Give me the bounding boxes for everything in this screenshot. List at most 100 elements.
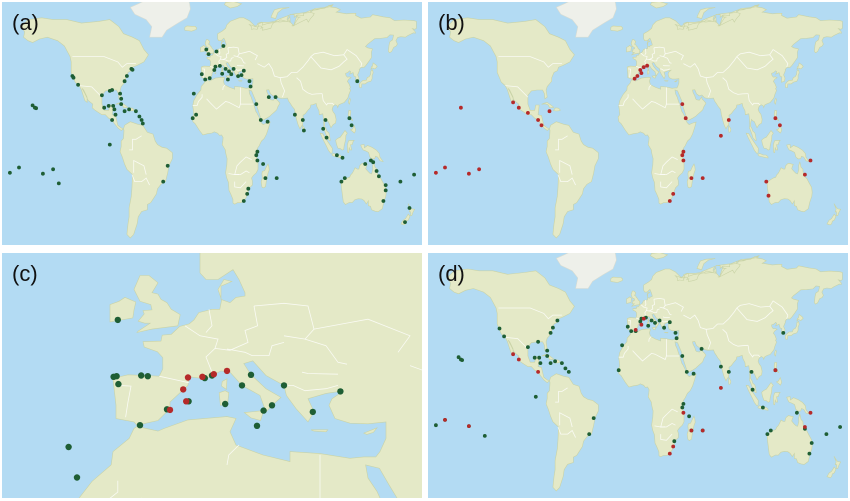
country-border <box>133 159 147 175</box>
landmass <box>119 121 173 239</box>
green-site-marker <box>111 104 116 108</box>
green-site-marker <box>497 326 502 331</box>
landmass <box>784 69 800 88</box>
landmass <box>784 321 800 340</box>
country-border <box>559 412 573 428</box>
greenland-ice <box>555 2 617 38</box>
landmass <box>545 373 599 492</box>
country-border <box>654 173 666 176</box>
green-site-marker <box>221 44 226 48</box>
red-site-marker <box>635 74 640 78</box>
landmass <box>260 163 270 189</box>
green-site-marker <box>140 121 145 126</box>
red-site-marker <box>719 386 723 390</box>
landmass <box>773 392 781 406</box>
green-site-marker <box>191 91 196 96</box>
landmass <box>774 97 777 105</box>
green-site-marker <box>76 82 80 87</box>
landmass <box>360 144 384 162</box>
landmass <box>630 39 641 56</box>
map-canvas-c <box>65 253 422 498</box>
green-site-marker <box>239 73 244 77</box>
green-site-marker <box>502 334 506 339</box>
green-site-marker <box>750 387 755 392</box>
green-site-marker <box>321 126 326 131</box>
landmass <box>349 124 356 134</box>
country-border <box>129 135 142 151</box>
green-site-marker <box>268 402 276 409</box>
green-site-marker <box>110 88 114 92</box>
country-border <box>555 387 568 403</box>
country-border <box>736 306 774 322</box>
green-site-marker <box>218 64 222 68</box>
green-site-marker <box>118 91 122 96</box>
country-border <box>644 299 647 307</box>
green-site-marker <box>204 47 209 52</box>
red-site-marker <box>667 199 672 203</box>
green-site-marker <box>125 74 129 78</box>
landmass <box>270 7 290 19</box>
green-site-marker <box>137 114 142 119</box>
landmass <box>243 410 265 421</box>
country-border <box>640 52 648 66</box>
country-border <box>660 181 673 189</box>
green-site-marker <box>51 167 55 172</box>
green-site-marker <box>324 135 329 140</box>
landmass <box>786 144 810 162</box>
green-site-marker <box>726 370 731 374</box>
green-site-marker <box>194 112 199 117</box>
green-site-marker <box>280 382 288 389</box>
landmass <box>686 163 696 189</box>
red-site-marker <box>681 149 686 154</box>
green-site-marker <box>212 68 217 72</box>
green-site-marker <box>749 370 754 374</box>
green-site-marker <box>824 432 829 436</box>
country-border <box>653 46 666 58</box>
country-border <box>660 408 678 428</box>
green-site-marker <box>667 320 672 325</box>
panel-label-a: (a) <box>12 10 39 35</box>
red-site-marker <box>641 65 646 70</box>
green-site-marker <box>768 428 773 433</box>
green-site-marker <box>254 153 259 158</box>
red-site-marker <box>434 170 438 175</box>
green-site-marker <box>238 382 246 389</box>
red-site-marker <box>467 171 471 176</box>
landmass <box>340 161 387 213</box>
country-border <box>159 375 190 384</box>
landmass <box>647 318 650 323</box>
green-site-marker <box>241 68 246 73</box>
green-site-marker <box>536 339 540 344</box>
country-border <box>662 65 670 67</box>
country-border <box>226 444 240 465</box>
green-site-marker <box>231 67 236 71</box>
country-border <box>222 57 234 62</box>
green-site-marker <box>363 162 368 166</box>
green-site-marker <box>537 355 542 360</box>
red-site-marker <box>539 123 544 128</box>
green-site-marker <box>653 321 657 325</box>
landmass <box>191 4 417 205</box>
landmass <box>651 326 657 331</box>
green-site-marker <box>260 407 267 414</box>
red-site-marker <box>184 374 192 381</box>
green-site-marker <box>165 163 170 168</box>
green-site-marker <box>761 405 765 410</box>
green-site-marker <box>587 432 592 436</box>
landmass <box>786 396 810 415</box>
landmass <box>796 62 804 70</box>
green-site-marker <box>765 432 770 436</box>
landmass <box>826 213 837 226</box>
landmass <box>761 130 774 151</box>
green-site-marker <box>241 199 246 203</box>
green-site-marker <box>340 155 345 160</box>
country-border <box>321 93 335 106</box>
country-border <box>705 329 712 350</box>
country-border <box>253 302 315 340</box>
landmass <box>20 17 149 131</box>
red-site-marker <box>671 192 676 196</box>
landmass <box>221 66 224 71</box>
country-border <box>291 48 363 73</box>
red-site-marker <box>467 424 471 428</box>
country-border <box>237 56 246 64</box>
